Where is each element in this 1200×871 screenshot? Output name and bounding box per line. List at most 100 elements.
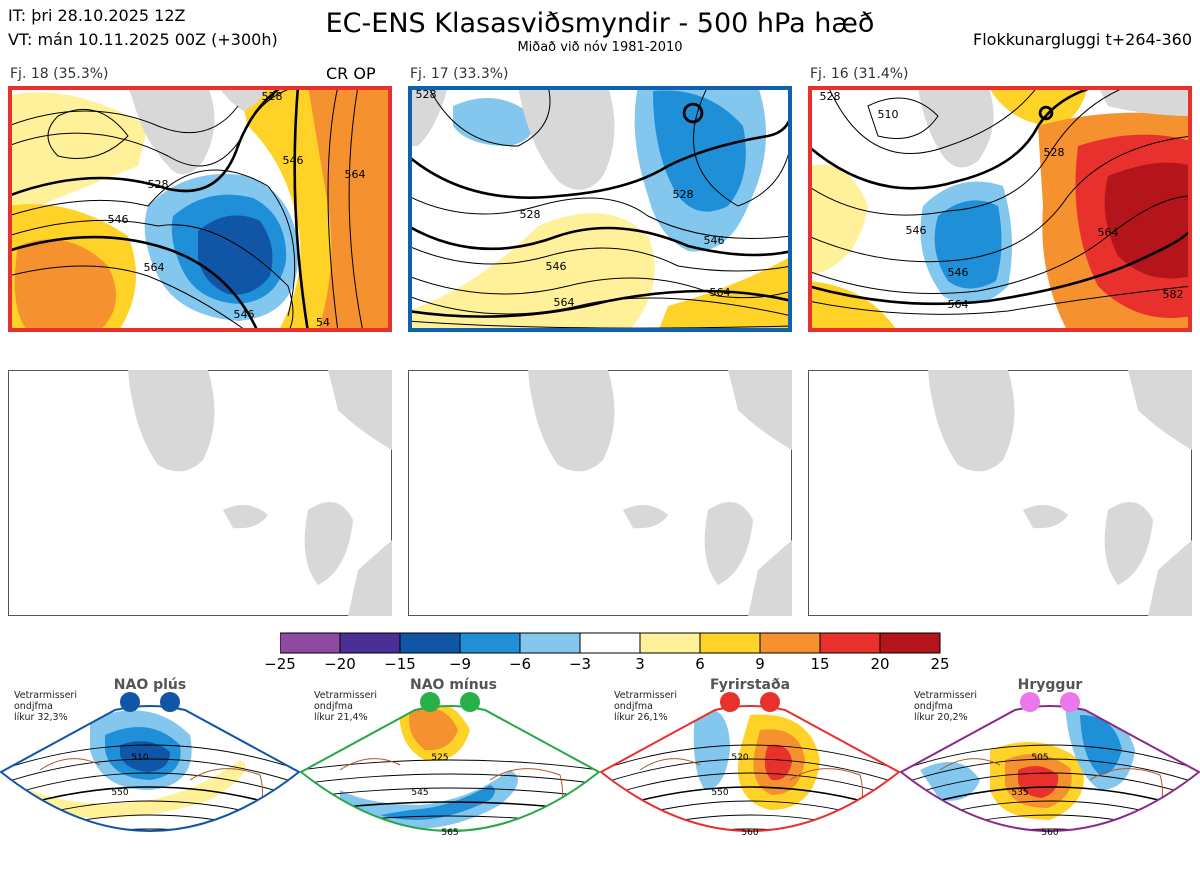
regime-contour: [601, 758, 899, 785]
regime-contour-label: 505: [1031, 753, 1048, 763]
colorbar-tick-label: −9: [448, 655, 472, 673]
british-isles: [1104, 502, 1153, 585]
regime-anomaly-negative: [693, 708, 730, 790]
valid-time: VT: mán 10.11.2025 00Z (+300h): [8, 30, 278, 49]
regime-contour: [901, 772, 1199, 799]
contour-label: 546: [906, 224, 927, 237]
contour-label: 54: [316, 316, 330, 329]
regime-marker-dot: [160, 692, 180, 712]
regime-contour-label: 510: [131, 753, 148, 763]
regime-contour: [1, 758, 299, 785]
regime-anomaly-positive-core: [409, 707, 458, 751]
regime-anomaly-negative-core: [380, 785, 495, 820]
anomaly-negative-core: [934, 200, 1002, 289]
colorbar-tick-label: −20: [324, 655, 356, 673]
cluster-1-op-label: CR OP: [326, 64, 376, 83]
europe: [748, 540, 792, 616]
contour-label: 528: [520, 208, 541, 221]
colorbar-tick-label: 20: [870, 655, 890, 673]
regime-contour: [601, 744, 899, 771]
regime-contour: [1, 814, 299, 831]
land-east: [1098, 86, 1192, 116]
colorbar-segment: [280, 632, 341, 654]
anomaly-positive-south: [808, 281, 898, 332]
scandinavia: [328, 370, 392, 450]
regime-likelihood-note: Vetrarmisseri ondjfma líkur 26,1%: [614, 690, 677, 723]
regime-contour-label: 550: [111, 788, 128, 798]
europe: [348, 540, 392, 616]
regime-map: 510 550: [0, 692, 300, 832]
regime-contour: [301, 773, 599, 785]
regime-anomaly-positive-center: [1018, 766, 1059, 798]
scandinavia: [728, 370, 792, 450]
cluster-3-border: [808, 86, 1192, 332]
anomaly-positive-west: [808, 164, 868, 276]
initial-time: IT: þri 28.10.2025 12Z: [8, 6, 186, 25]
colorbar-segment: [459, 632, 521, 654]
contour-label: 546: [108, 213, 129, 226]
contour-label: 528: [148, 178, 169, 191]
colorbar-tick-label: 25: [930, 655, 950, 673]
regime-anomaly-negative-center: [120, 741, 170, 772]
colorbar-tick-label: 3: [635, 655, 645, 673]
empty-map-3: [808, 370, 1192, 616]
iceland: [1023, 505, 1068, 529]
greenland: [918, 86, 994, 168]
regime-contour-label: 560: [1041, 828, 1058, 838]
contour-label: 528: [820, 90, 841, 103]
regime-contour: [1, 828, 299, 831]
colorbar-segment: [399, 632, 461, 654]
greenland: [518, 86, 615, 190]
regime-title: Hryggur: [1017, 677, 1083, 693]
cluster-3-label: Fj. 16 (31.4%): [810, 66, 909, 82]
colorbar: [280, 632, 941, 654]
empty-map-2: [408, 370, 792, 616]
contour-label: 564: [948, 298, 969, 311]
cluster-2-label: Fj. 17 (33.3%): [410, 66, 509, 82]
regime-marker-dot: [420, 692, 440, 712]
contour-label: 582: [1163, 288, 1184, 301]
regime-contour: [601, 828, 899, 831]
regime-contour-label: 545: [411, 788, 428, 798]
regime-contour: [301, 787, 599, 799]
greenland: [528, 370, 615, 472]
cluster-3-map: 528 510 528 546 546 564 564 582: [808, 86, 1192, 332]
greenland: [928, 370, 1015, 472]
colorbar-segment: [339, 632, 401, 654]
colorbar-tick-label: 15: [810, 655, 830, 673]
anomaly-east-3: [1104, 162, 1192, 279]
chart-title: EC-ENS Klasasviðsmyndir - 500 hPa hæð: [325, 8, 875, 39]
regime-title: NAO plús: [113, 677, 187, 693]
regime-likelihood-note: Vetrarmisseri ondjfma líkur 20,2%: [914, 690, 977, 723]
iceland: [623, 505, 668, 529]
cluster-1-label: Fj. 18 (35.3%): [10, 66, 109, 82]
regime-marker-dot: [460, 692, 480, 712]
cluster-2-border: [408, 86, 792, 332]
contour-label: 564: [1098, 226, 1119, 239]
regime-contour-label: 565: [441, 828, 458, 838]
regime-marker-dot: [1060, 692, 1080, 712]
regime-contour: [1, 772, 299, 799]
regime-anomaly-positive-center: [764, 744, 792, 781]
regime-anomaly-positive: [30, 760, 246, 818]
colorbar-segment: [699, 632, 761, 654]
regime-border: [300, 705, 600, 832]
regime-contour: [901, 744, 1199, 771]
regime-likelihood-note: Vetrarmisseri ondjfma líkur 32,3%: [14, 690, 77, 723]
contour-label: 546: [234, 308, 255, 321]
chart-subtitle: Miðað við nóv 1981-2010: [517, 40, 683, 55]
regime-border: [0, 705, 300, 832]
anomaly-strong-southwest: [14, 239, 117, 332]
colorbar-segment: [759, 632, 821, 654]
colorbar-segment: [639, 632, 701, 654]
cluster-1-border: [8, 86, 392, 332]
anomaly-positive-southeast: [658, 256, 792, 332]
contour-label: 564: [345, 168, 366, 181]
contour-label: 510: [878, 108, 899, 121]
cluster-2-map: 528 528 528 546 546 564 564: [408, 86, 792, 332]
regime-contour-label: 520: [731, 753, 748, 763]
anomaly-negative-northwest: [453, 98, 534, 146]
regime-title: NAO mínus: [410, 677, 497, 693]
anomaly-negative-northeast-core: [653, 90, 746, 212]
colorbar-segment: [879, 632, 941, 654]
